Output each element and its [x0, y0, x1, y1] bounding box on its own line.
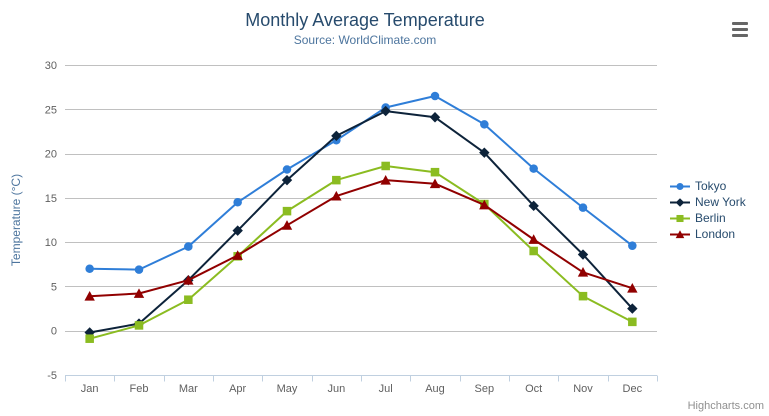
data-point-marker[interactable] [282, 165, 292, 174]
chart-title: Monthly Average Temperature [245, 10, 485, 30]
data-point-marker[interactable] [578, 291, 588, 301]
triangle-marker-icon [670, 229, 690, 238]
series-line [88, 165, 634, 340]
gridlines [65, 65, 657, 376]
credits-link[interactable]: Highcharts.com [687, 400, 764, 412]
data-point-marker[interactable] [529, 246, 538, 256]
legend-item-tokyo[interactable]: Tokyo [670, 178, 746, 194]
data-point-marker[interactable] [429, 112, 441, 123]
x-tick-label: Jan [81, 383, 99, 395]
data-point-marker[interactable] [281, 174, 293, 186]
data-point-marker[interactable] [430, 167, 440, 177]
data-point-marker[interactable] [331, 190, 342, 201]
x-axis-labels: Jan Feb Mar Apr May Jun Jul Aug Sep Oct Nov Dec [81, 383, 643, 395]
data-point-marker[interactable] [282, 206, 292, 216]
data-point-marker[interactable] [381, 161, 390, 171]
y-tick-label: 20 [45, 149, 57, 161]
data-point-marker[interactable] [479, 147, 490, 158]
y-tick-label: 0 [51, 326, 57, 338]
y-tick-label: 15 [45, 193, 57, 205]
legend-label: London [695, 227, 736, 241]
data-point-marker[interactable] [133, 288, 145, 298]
x-tick-label: Mar [179, 383, 198, 395]
data-point-marker[interactable] [430, 91, 440, 101]
x-tick-label: Jun [327, 383, 345, 395]
x-tick-label: Sep [475, 383, 495, 395]
x-tick-label: May [277, 383, 298, 395]
series-line [88, 95, 634, 271]
series-line [88, 179, 634, 298]
y-tick-label: -5 [47, 370, 57, 382]
data-point-marker[interactable] [429, 178, 441, 189]
hamburger-icon [732, 34, 748, 37]
diamond-marker-icon [670, 197, 690, 207]
x-tick-label: Feb [130, 383, 149, 395]
x-tick-label: Jul [379, 383, 393, 395]
circle-marker-icon [670, 182, 690, 190]
data-point-marker[interactable] [232, 225, 243, 236]
data-point-marker[interactable] [184, 295, 193, 304]
data-point-marker[interactable] [627, 283, 638, 293]
data-point-marker[interactable] [183, 275, 194, 285]
y-tick-label: 10 [45, 237, 57, 249]
y-axis-labels: -5 0 5 10 15 20 25 30 [45, 60, 57, 382]
hamburger-icon [732, 28, 748, 31]
data-point-marker[interactable] [578, 203, 588, 212]
legend-label: Tokyo [695, 179, 727, 193]
series-line [88, 110, 634, 334]
data-point-marker[interactable] [232, 250, 243, 260]
data-point-marker[interactable] [184, 242, 193, 251]
data-point-marker[interactable] [577, 249, 589, 260]
data-point-marker[interactable] [84, 290, 95, 301]
data-point-marker[interactable] [577, 267, 589, 277]
x-tick-label: Nov [573, 383, 593, 395]
data-point-marker[interactable] [134, 321, 144, 330]
data-point-marker[interactable] [628, 241, 637, 250]
y-tick-label: 25 [45, 104, 57, 116]
data-point-marker[interactable] [675, 197, 685, 207]
x-tick-label: Oct [525, 383, 542, 395]
y-tick-label: 5 [51, 281, 57, 293]
data-point-marker[interactable] [627, 303, 638, 314]
data-point-marker[interactable] [85, 334, 94, 343]
hamburger-icon [732, 22, 748, 25]
legend-label: Berlin [695, 211, 726, 225]
data-point-marker[interactable] [134, 265, 144, 274]
x-tick-label: Aug [425, 383, 445, 395]
series-new-york[interactable] [84, 105, 638, 338]
chart-subtitle: Source: WorldClimate.com [293, 33, 437, 47]
legend-item-berlin[interactable]: Berlin [670, 210, 746, 226]
data-point-marker[interactable] [480, 120, 489, 129]
data-point-marker[interactable] [281, 220, 293, 230]
square-marker-icon [670, 214, 690, 222]
data-point-marker[interactable] [233, 198, 242, 207]
export-menu-button[interactable] [732, 22, 748, 37]
legend-item-london[interactable]: London [670, 226, 746, 242]
series-tokyo[interactable] [85, 91, 637, 274]
data-point-marker[interactable] [331, 130, 342, 142]
data-point-marker[interactable] [332, 175, 341, 185]
legend-label: New York [695, 195, 746, 209]
data-point-marker[interactable] [676, 214, 684, 222]
y-axis-title: Temperature (°C) [9, 173, 23, 267]
y-tick-label: 30 [45, 60, 57, 72]
data-point-marker[interactable] [380, 105, 391, 117]
data-point-marker[interactable] [529, 164, 538, 173]
data-point-marker[interactable] [528, 234, 539, 244]
data-point-marker[interactable] [675, 229, 685, 238]
legend: Tokyo New York Berlin London [670, 178, 746, 242]
data-point-marker[interactable] [628, 317, 637, 327]
series-london[interactable] [84, 174, 638, 301]
x-axis [65, 375, 658, 382]
x-tick-label: Apr [229, 383, 246, 395]
data-point-marker[interactable] [528, 200, 539, 212]
data-point-marker[interactable] [380, 174, 391, 185]
data-point-marker[interactable] [479, 199, 490, 210]
x-tick-label: Dec [623, 383, 643, 395]
data-point-marker[interactable] [85, 264, 94, 273]
legend-item-new-york[interactable]: New York [670, 194, 746, 210]
data-point-marker[interactable] [676, 182, 684, 190]
